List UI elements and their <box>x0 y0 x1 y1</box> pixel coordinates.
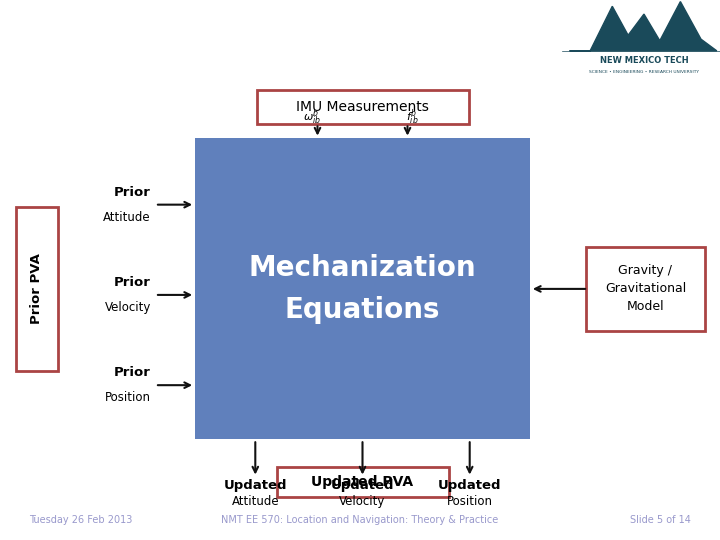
Text: Navigation Sensors and INS Mechanization: Navigation Sensors and INS Mechanization <box>9 22 462 41</box>
Text: Attitude: Attitude <box>104 211 151 224</box>
Text: Position: Position <box>105 391 151 404</box>
Text: Updated: Updated <box>223 480 287 492</box>
Text: NEW MEXICO TECH: NEW MEXICO TECH <box>600 56 688 65</box>
Text: Slide 5 of 14: Slide 5 of 14 <box>630 515 691 525</box>
Text: Prior: Prior <box>114 276 151 289</box>
Text: NMT EE 570: Location and Navigation: Theory & Practice: NMT EE 570: Location and Navigation: The… <box>221 515 499 525</box>
Text: Prior PVA: Prior PVA <box>30 253 43 325</box>
FancyBboxPatch shape <box>276 468 449 497</box>
Text: Prior: Prior <box>114 366 151 379</box>
FancyBboxPatch shape <box>16 207 58 371</box>
Text: Updated: Updated <box>330 480 395 492</box>
Text: Mechanization
Equations: Mechanization Equations <box>248 254 477 323</box>
Text: Velocity: Velocity <box>104 301 151 314</box>
Text: Tuesday 26 Feb 2013: Tuesday 26 Feb 2013 <box>29 515 132 525</box>
Polygon shape <box>570 2 717 51</box>
Bar <box>195 138 530 440</box>
Text: Navigation Equations – Mechanization Process: Navigation Equations – Mechanization Pro… <box>9 58 348 73</box>
Text: $\omega_{ib}^{b}$: $\omega_{ib}^{b}$ <box>304 107 322 127</box>
Text: Prior: Prior <box>114 186 151 199</box>
Text: Attitude: Attitude <box>232 496 279 509</box>
Text: Updated PVA: Updated PVA <box>312 475 413 489</box>
Text: Updated: Updated <box>438 480 501 492</box>
Text: Velocity: Velocity <box>339 496 386 509</box>
Text: $f_{ib}^{b}$: $f_{ib}^{b}$ <box>406 107 419 127</box>
Text: IMU Measurements: IMU Measurements <box>296 100 429 114</box>
FancyBboxPatch shape <box>256 90 469 124</box>
Text: Position: Position <box>446 496 492 509</box>
Text: SCIENCE • ENGINEERING • RESEARCH UNIVERSITY: SCIENCE • ENGINEERING • RESEARCH UNIVERS… <box>589 71 699 75</box>
FancyBboxPatch shape <box>586 247 705 331</box>
Text: Gravity /
Gravitational
Model: Gravity / Gravitational Model <box>605 265 686 313</box>
